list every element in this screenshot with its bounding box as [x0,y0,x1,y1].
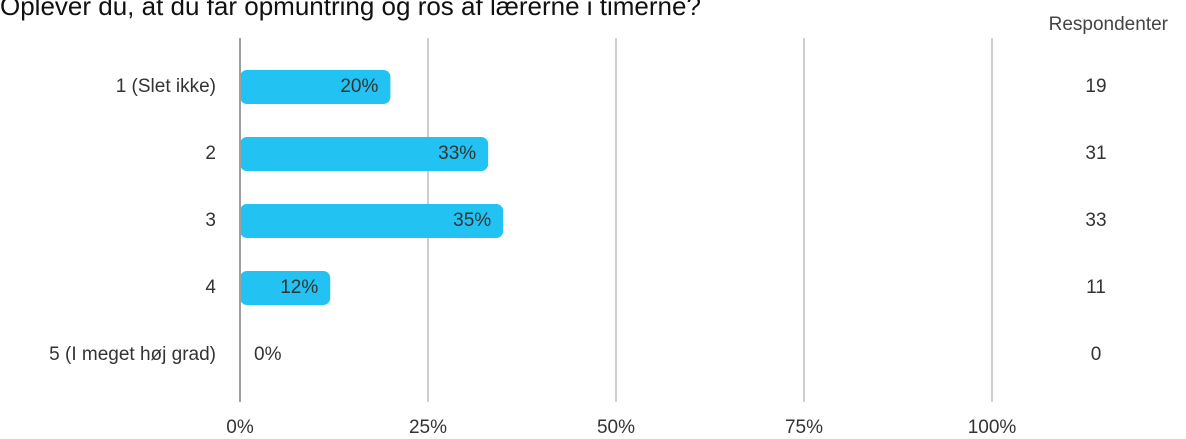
bar-value-label: 0% [254,344,282,365]
respondent-count: 33 [1085,210,1106,231]
x-tick-label: 50% [597,417,635,438]
respondent-count: 31 [1085,143,1106,164]
x-tick-label: 25% [409,417,447,438]
category-label: 4 [205,277,216,298]
bar [240,70,391,104]
category-label: 1 (Slet ikke) [116,76,216,97]
respondent-count: 0 [1091,344,1102,365]
bar-value-label: 35% [453,210,491,231]
x-tick-label: 100% [968,417,1017,438]
category-label: 3 [205,210,216,231]
category-label: 2 [205,143,216,164]
bar-value-label: 33% [438,143,476,164]
category-label: 5 (I meget høj grad) [49,344,216,365]
bar [240,271,331,305]
respondents-header: Respondenter [1048,14,1168,35]
bar-value-label: 20% [340,76,378,97]
bar [240,204,504,238]
bar [240,137,489,171]
respondent-count: 19 [1085,76,1106,97]
chart-title: Oplever du, at du får opmuntring og ros … [0,0,701,21]
respondent-count: 11 [1086,277,1106,298]
x-tick-label: 0% [226,417,254,438]
x-tick-label: 75% [785,417,823,438]
bar-value-label: 12% [280,277,318,298]
